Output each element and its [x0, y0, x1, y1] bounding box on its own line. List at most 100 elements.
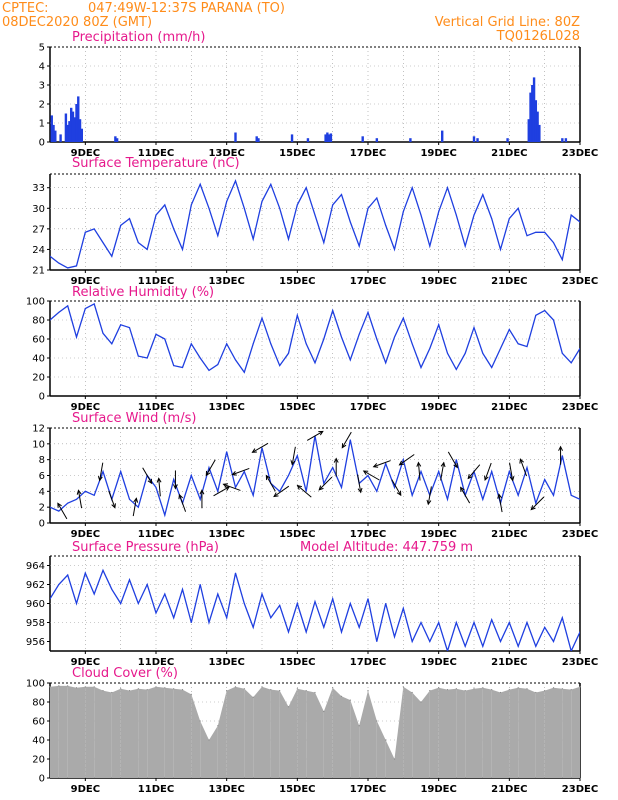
pressure-point	[402, 607, 404, 609]
temp-point	[526, 235, 528, 237]
rh-point	[67, 305, 69, 307]
rh-point	[526, 346, 528, 348]
wind-arrow	[467, 464, 481, 480]
wind-point	[553, 494, 554, 496]
temp-point	[261, 200, 263, 202]
precip-bar	[66, 124, 69, 142]
precip-bar	[361, 136, 364, 142]
cloud-point	[499, 691, 502, 694]
temp-point	[120, 224, 122, 226]
wind-point	[332, 467, 334, 469]
wind-point	[491, 471, 493, 473]
rh-point	[544, 310, 546, 311]
cloud-point	[93, 686, 95, 688]
cloud-point	[243, 688, 245, 690]
cloud-point	[261, 686, 263, 688]
cloud-area-segment	[368, 690, 377, 778]
pressure-point	[332, 598, 334, 600]
temp-xtick-label: 21DEC	[491, 276, 527, 287]
precip-bar	[290, 134, 294, 142]
rh-point	[579, 348, 580, 349]
wind-arrow	[357, 474, 363, 494]
pressure-point	[146, 584, 148, 585]
rh-ytick-label: 80	[32, 316, 45, 327]
cloud-point	[482, 687, 484, 689]
precip-xtick-label: 21DEC	[491, 148, 527, 159]
pressure-point	[199, 584, 201, 585]
rh-point	[385, 362, 387, 364]
precip-bar	[52, 124, 55, 142]
precip-bar	[527, 119, 530, 142]
temp-point	[182, 248, 183, 250]
precip-bar	[538, 124, 541, 142]
wind-ytick-label: 10	[32, 439, 45, 450]
pressure-xtick-label: 17DEC	[350, 657, 386, 668]
cloud-area-segment	[438, 687, 448, 778]
cloud-area-segment	[253, 686, 262, 778]
temp-point	[279, 207, 281, 209]
wind-arrow	[372, 460, 391, 468]
rh-point	[129, 327, 130, 329]
cloud-point	[579, 686, 581, 688]
rh-point	[447, 352, 448, 354]
wind-arrow	[333, 457, 339, 477]
temp-point	[208, 207, 210, 209]
wind-point	[447, 498, 448, 500]
rh-point	[394, 336, 395, 338]
rh-point	[314, 362, 316, 364]
wind-point	[517, 494, 519, 496]
temp-point	[305, 187, 307, 189]
rh-series-line	[50, 302, 580, 374]
temp-xtick-label: 11DEC	[138, 276, 174, 287]
precip-bar	[409, 138, 412, 142]
temp-point	[561, 259, 563, 261]
precip-xtick-label: 17DEC	[350, 148, 386, 159]
header-run: 08DEC2020 80Z (GMT)	[2, 15, 152, 30]
pressure-xtick-label: 15DEC	[279, 657, 315, 668]
wind-arrow	[460, 486, 471, 504]
cloud-xtick-label: 23DEC	[562, 784, 598, 795]
temp-xtick-label: 17DEC	[350, 276, 386, 287]
cloud-point	[570, 689, 572, 691]
cloud-area-segment	[217, 690, 227, 778]
pressure-point	[76, 603, 77, 604]
cloud-point	[164, 687, 166, 689]
wind-point	[455, 459, 457, 461]
cloud-area-segment	[138, 688, 148, 778]
cloud-area-segment	[262, 686, 271, 778]
wind-arrow	[426, 486, 432, 506]
wind-arrow	[205, 459, 216, 477]
pressure-point	[464, 645, 466, 647]
rh-ytick-label: 100	[26, 297, 45, 308]
cloud-point	[58, 685, 60, 687]
pressure-point	[296, 603, 298, 604]
pressure-series-line	[50, 568, 580, 651]
rh-title: Relative Humidity (%)	[72, 285, 214, 300]
cloud-xtick-label: 19DEC	[420, 784, 456, 795]
pressure-point	[279, 604, 281, 606]
wind-arrow	[156, 477, 162, 497]
cloud-point	[305, 690, 307, 692]
wind-point	[579, 498, 580, 500]
temp-point	[473, 214, 475, 216]
rh-point	[164, 338, 166, 340]
wind-arrow	[273, 485, 290, 498]
wind-panel: 0 2 4 6 8 10 12 9DEC 11DEC 13DEC 15DEC 17DEC 19DEC 21…	[32, 424, 598, 541]
pressure-point	[349, 603, 351, 604]
pressure-point	[385, 603, 387, 604]
wind-point	[50, 506, 51, 508]
pressure-point	[429, 641, 431, 642]
cloud-area-segment	[527, 688, 536, 778]
wind-xtick-label: 17DEC	[350, 529, 386, 540]
wind-arrow	[440, 461, 446, 481]
pressure-point	[305, 631, 307, 633]
wind-point	[199, 498, 201, 500]
wind-arrow	[391, 479, 402, 497]
precip-title: Precipitation (mm/h)	[72, 30, 205, 45]
cloud-area-segment	[244, 688, 254, 778]
wind-point	[288, 475, 289, 476]
precip-xtick-label: 23DEC	[562, 148, 598, 159]
cloud-area-segment	[306, 690, 315, 778]
cloud-area-segment	[209, 725, 218, 778]
